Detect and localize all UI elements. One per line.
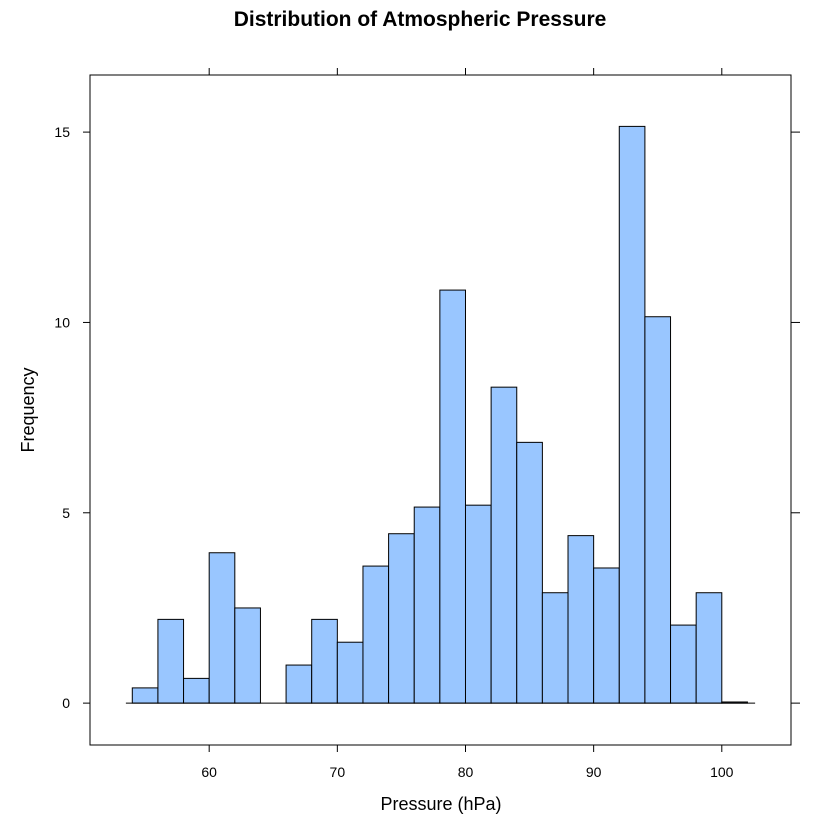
histogram-bar bbox=[490, 386, 518, 704]
histogram-bar bbox=[670, 624, 697, 704]
x-axis-label: Pressure (hPa) bbox=[380, 794, 501, 814]
histogram-bar bbox=[388, 533, 415, 704]
x-tick-label: 70 bbox=[330, 764, 346, 780]
histogram-bar bbox=[183, 677, 210, 704]
histogram-bar bbox=[336, 641, 364, 704]
histogram-bar bbox=[131, 687, 159, 704]
y-axis-label: Frequency bbox=[18, 367, 38, 452]
histogram-bar bbox=[593, 567, 620, 704]
chart-title: Distribution of Atmospheric Pressure bbox=[234, 8, 607, 31]
y-axis-ticks: 0 5 10 15 bbox=[54, 124, 800, 711]
histogram-bar bbox=[157, 618, 185, 704]
x-axis-ticks: 60 70 80 90 100 bbox=[201, 68, 734, 780]
y-tick-label: 10 bbox=[54, 314, 70, 330]
histogram-bar bbox=[234, 607, 261, 704]
histogram-bar bbox=[567, 535, 595, 704]
x-tick-label: 80 bbox=[458, 764, 474, 780]
y-tick-label: 5 bbox=[62, 505, 70, 521]
histogram-bar bbox=[516, 441, 543, 704]
histogram-bar bbox=[285, 664, 313, 704]
histogram-bar bbox=[618, 125, 646, 704]
histogram-bar bbox=[362, 565, 390, 704]
histogram-bar bbox=[541, 592, 569, 704]
histogram-bar bbox=[311, 618, 338, 704]
plot-frame bbox=[89, 74, 792, 746]
histogram-bar bbox=[695, 592, 723, 704]
histogram-bar bbox=[464, 504, 492, 704]
x-tick-label: 60 bbox=[201, 764, 217, 780]
histogram-bar bbox=[644, 316, 672, 704]
x-tick-label: 90 bbox=[586, 764, 602, 780]
x-tick-label: 100 bbox=[710, 764, 734, 780]
y-tick-label: 15 bbox=[54, 124, 70, 140]
bars-group bbox=[131, 125, 748, 704]
histogram-bar bbox=[208, 552, 236, 704]
histogram-bar bbox=[413, 506, 441, 704]
histogram-bar bbox=[439, 289, 466, 704]
y-tick-label: 0 bbox=[62, 695, 70, 711]
